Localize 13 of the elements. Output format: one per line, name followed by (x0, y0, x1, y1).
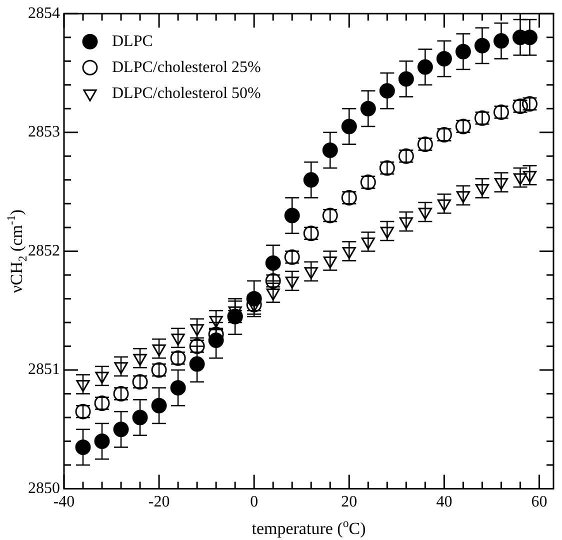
y-tick-label: 2851 (28, 361, 60, 378)
y-tick-label: 2852 (28, 242, 60, 260)
x-tick-label: 0 (250, 494, 258, 511)
legend-label: DLPC/cholesterol 50% (112, 84, 261, 102)
legend-label: DLPC (112, 32, 153, 50)
x-tick-label: -20 (148, 494, 170, 511)
y-tick-label: 2853 (28, 124, 60, 141)
x-tick-label: 20 (341, 494, 358, 511)
legend-label: DLPC/cholesterol 25% (112, 58, 261, 76)
x-tick-label: 40 (436, 494, 452, 511)
y-axis-title: νCH2 (cm-1) (4, 209, 30, 293)
y-tick-label: 2854 (28, 4, 60, 22)
x-tick-label: 60 (531, 494, 548, 511)
